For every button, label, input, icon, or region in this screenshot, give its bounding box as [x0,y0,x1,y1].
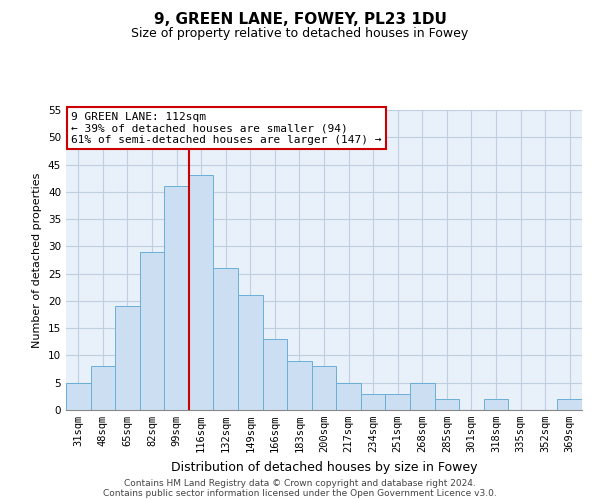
Y-axis label: Number of detached properties: Number of detached properties [32,172,43,348]
Text: 9, GREEN LANE, FOWEY, PL23 1DU: 9, GREEN LANE, FOWEY, PL23 1DU [154,12,446,28]
Bar [189,176,214,410]
Bar [557,399,582,410]
Bar [66,382,91,410]
Bar [410,382,434,410]
Bar [312,366,336,410]
Bar [385,394,410,410]
Text: Contains HM Land Registry data © Crown copyright and database right 2024.: Contains HM Land Registry data © Crown c… [124,478,476,488]
Bar [263,339,287,410]
Bar [91,366,115,410]
Bar [361,394,385,410]
Bar [484,399,508,410]
Bar [287,361,312,410]
Bar [115,306,140,410]
Bar [336,382,361,410]
Bar [434,399,459,410]
Text: 9 GREEN LANE: 112sqm
← 39% of detached houses are smaller (94)
61% of semi-detac: 9 GREEN LANE: 112sqm ← 39% of detached h… [71,112,382,144]
Text: Size of property relative to detached houses in Fowey: Size of property relative to detached ho… [131,28,469,40]
Text: Contains public sector information licensed under the Open Government Licence v3: Contains public sector information licen… [103,488,497,498]
Bar [238,296,263,410]
Bar [140,252,164,410]
X-axis label: Distribution of detached houses by size in Fowey: Distribution of detached houses by size … [171,460,477,473]
Bar [214,268,238,410]
Bar [164,186,189,410]
